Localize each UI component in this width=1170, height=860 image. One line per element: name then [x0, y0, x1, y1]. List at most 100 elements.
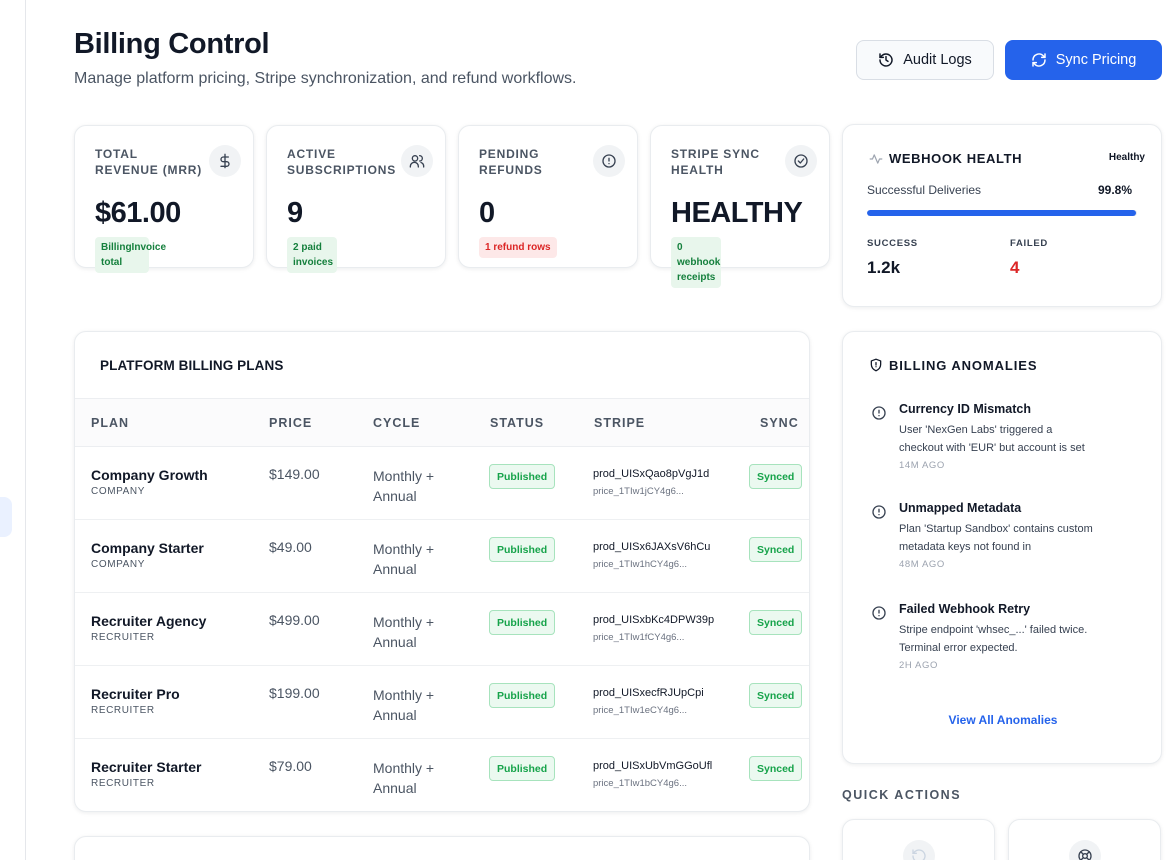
deliveries-label: Successful Deliveries	[867, 183, 982, 197]
success-label: SUCCESS	[867, 238, 918, 249]
alert-circle-icon	[872, 505, 886, 519]
plans-title: PLATFORM BILLING PLANS	[100, 358, 284, 373]
sync-badge: Synced	[749, 537, 803, 562]
check-circle-icon	[785, 145, 817, 177]
status-badge: Published	[489, 464, 556, 489]
anomaly-time: 48M AGO	[899, 559, 945, 570]
webhook-status: Healthy	[1108, 152, 1145, 163]
view-all-anomalies-link[interactable]: View All Anomalies	[948, 713, 1058, 727]
deliveries-value: 99.8%	[1097, 183, 1132, 197]
quick-actions-title: QUICK ACTIONS	[842, 788, 962, 802]
anomaly-description: Stripe endpoint 'whsec_...' failed twice…	[899, 624, 1088, 654]
stat-label: STRIPE SYNC HEALTH	[671, 147, 760, 177]
plan-category: COMPANY	[91, 559, 146, 570]
stripe-product-id: prod_UISxecfRJUpCpi	[593, 687, 704, 699]
plan-cycle: Monthly + Annual	[373, 541, 435, 577]
table-row[interactable]: Recruiter Starter RECRUITER $79.00 Month…	[75, 739, 809, 811]
anomaly-title: Failed Webhook Retry	[899, 602, 1031, 616]
page-subtitle: Manage platform pricing, Stripe synchron…	[74, 70, 577, 87]
anomaly-title: Currency ID Mismatch	[899, 402, 1031, 416]
plan-cycle: Monthly + Annual	[373, 760, 435, 796]
status-badge: Published	[489, 683, 556, 708]
deliveries-progress-fill	[867, 210, 1137, 216]
secondary-card	[74, 836, 810, 860]
sync-badge: Synced	[749, 683, 803, 708]
sync-badge: Synced	[749, 610, 803, 635]
anomaly-time: 2H AGO	[899, 660, 938, 671]
stat-card-refunds: PENDING REFUNDS 0 1 refund rows	[458, 125, 638, 268]
anomaly-item[interactable]: Unmapped Metadata Plan 'Startup Sandbox'…	[843, 501, 1163, 591]
webhook-title: WEBHOOK HEALTH	[889, 151, 1023, 166]
refund-icon	[903, 840, 935, 860]
plan-cycle: Monthly + Annual	[373, 468, 435, 504]
sidebar	[0, 0, 26, 860]
plan-name: Recruiter Starter	[91, 759, 202, 775]
column-header-cycle: CYCLE	[373, 416, 421, 430]
plan-price: $49.00	[269, 539, 312, 555]
success-value: 1.2k	[867, 258, 901, 277]
quick-action-support[interactable]	[1008, 819, 1161, 860]
plan-cycle: Monthly + Annual	[373, 614, 435, 650]
webhook-health-card: WEBHOOK HEALTH Healthy Successful Delive…	[842, 124, 1162, 307]
activity-icon	[869, 154, 883, 164]
support-icon	[1069, 840, 1101, 860]
status-badge: Published	[489, 756, 556, 781]
plan-cycle: Monthly + Annual	[373, 687, 435, 723]
anomaly-time: 14M AGO	[899, 460, 945, 471]
audit-logs-button[interactable]: Audit Logs	[856, 40, 994, 80]
table-row[interactable]: Company Growth COMPANY $149.00 Monthly +…	[75, 447, 809, 520]
plan-name: Company Growth	[91, 467, 208, 483]
history-icon	[879, 53, 893, 67]
plan-category: RECRUITER	[91, 632, 155, 643]
stat-label: ACTIVE SUBSCRIPTIONS	[287, 147, 397, 177]
anomalies-title: BILLING ANOMALIES	[889, 358, 1038, 373]
anomaly-item[interactable]: Failed Webhook Retry Stripe endpoint 'wh…	[843, 602, 1163, 692]
stat-badge: BillingInvoice total	[95, 237, 166, 273]
stat-value: $61.00	[95, 197, 181, 229]
sidebar-active-item[interactable]	[0, 497, 12, 537]
stat-badge: 0 webhook receipts	[671, 237, 721, 288]
alert-circle-icon	[872, 606, 886, 620]
stripe-product-id: prod_UISxUbVmGGoUfl	[593, 760, 713, 772]
alert-circle-icon	[593, 145, 625, 177]
quick-action-refund[interactable]	[842, 819, 995, 860]
refresh-icon	[1031, 53, 1046, 67]
dollar-icon	[209, 145, 241, 177]
plan-category: RECRUITER	[91, 778, 155, 789]
stat-badge: 2 paid invoices	[287, 237, 337, 273]
plan-category: RECRUITER	[91, 705, 155, 716]
table-row[interactable]: Company Starter COMPANY $49.00 Monthly +…	[75, 520, 809, 593]
stripe-price-id: price_1TIw1jCY4g6...	[593, 486, 684, 497]
stat-card-stripe-health: STRIPE SYNC HEALTH HEALTHY 0 webhook rec…	[650, 125, 830, 288]
stat-card-subscriptions: ACTIVE SUBSCRIPTIONS 9 2 paid invoices	[266, 125, 446, 273]
sync-pricing-button[interactable]: Sync Pricing	[1005, 40, 1162, 80]
stripe-product-id: prod_UISxbKc4DPW39p	[593, 614, 715, 626]
shield-icon	[870, 358, 882, 372]
anomaly-item[interactable]: Currency ID Mismatch User 'NexGen Labs' …	[843, 402, 1163, 492]
failed-label: FAILED	[1010, 238, 1048, 249]
anomaly-title: Unmapped Metadata	[899, 501, 1022, 515]
stripe-product-id: prod_UISxQao8pVgJ1d	[593, 468, 710, 480]
plan-price: $499.00	[269, 612, 320, 628]
billing-anomalies-card: BILLING ANOMALIES Currency ID Mismatch U…	[842, 331, 1162, 764]
page-title: Billing Control	[74, 28, 270, 60]
anomaly-description: User 'NexGen Labs' triggered a checkout …	[899, 424, 1085, 454]
stripe-price-id: price_1TIw1hCY4g6...	[593, 559, 687, 570]
plan-category: COMPANY	[91, 486, 146, 497]
plan-price: $149.00	[269, 466, 320, 482]
stat-value: 9	[287, 197, 303, 229]
column-header-sync: SYNC	[760, 416, 799, 430]
stat-value: HEALTHY	[671, 197, 803, 229]
table-row[interactable]: Recruiter Pro RECRUITER $199.00 Monthly …	[75, 666, 809, 739]
stat-badge: 1 refund rows	[479, 237, 557, 258]
deliveries-progress-bar	[867, 210, 1137, 216]
plan-name: Company Starter	[91, 540, 204, 556]
plan-name: Recruiter Pro	[91, 686, 180, 702]
column-header-plan: PLAN	[91, 416, 130, 430]
users-icon	[401, 145, 433, 177]
plan-name: Recruiter Agency	[91, 613, 207, 629]
status-badge: Published	[489, 537, 556, 562]
table-row[interactable]: Recruiter Agency RECRUITER $499.00 Month…	[75, 593, 809, 666]
anomaly-description: Plan 'Startup Sandbox' contains custom m…	[899, 523, 1093, 553]
audit-logs-label: Audit Logs	[903, 52, 972, 68]
